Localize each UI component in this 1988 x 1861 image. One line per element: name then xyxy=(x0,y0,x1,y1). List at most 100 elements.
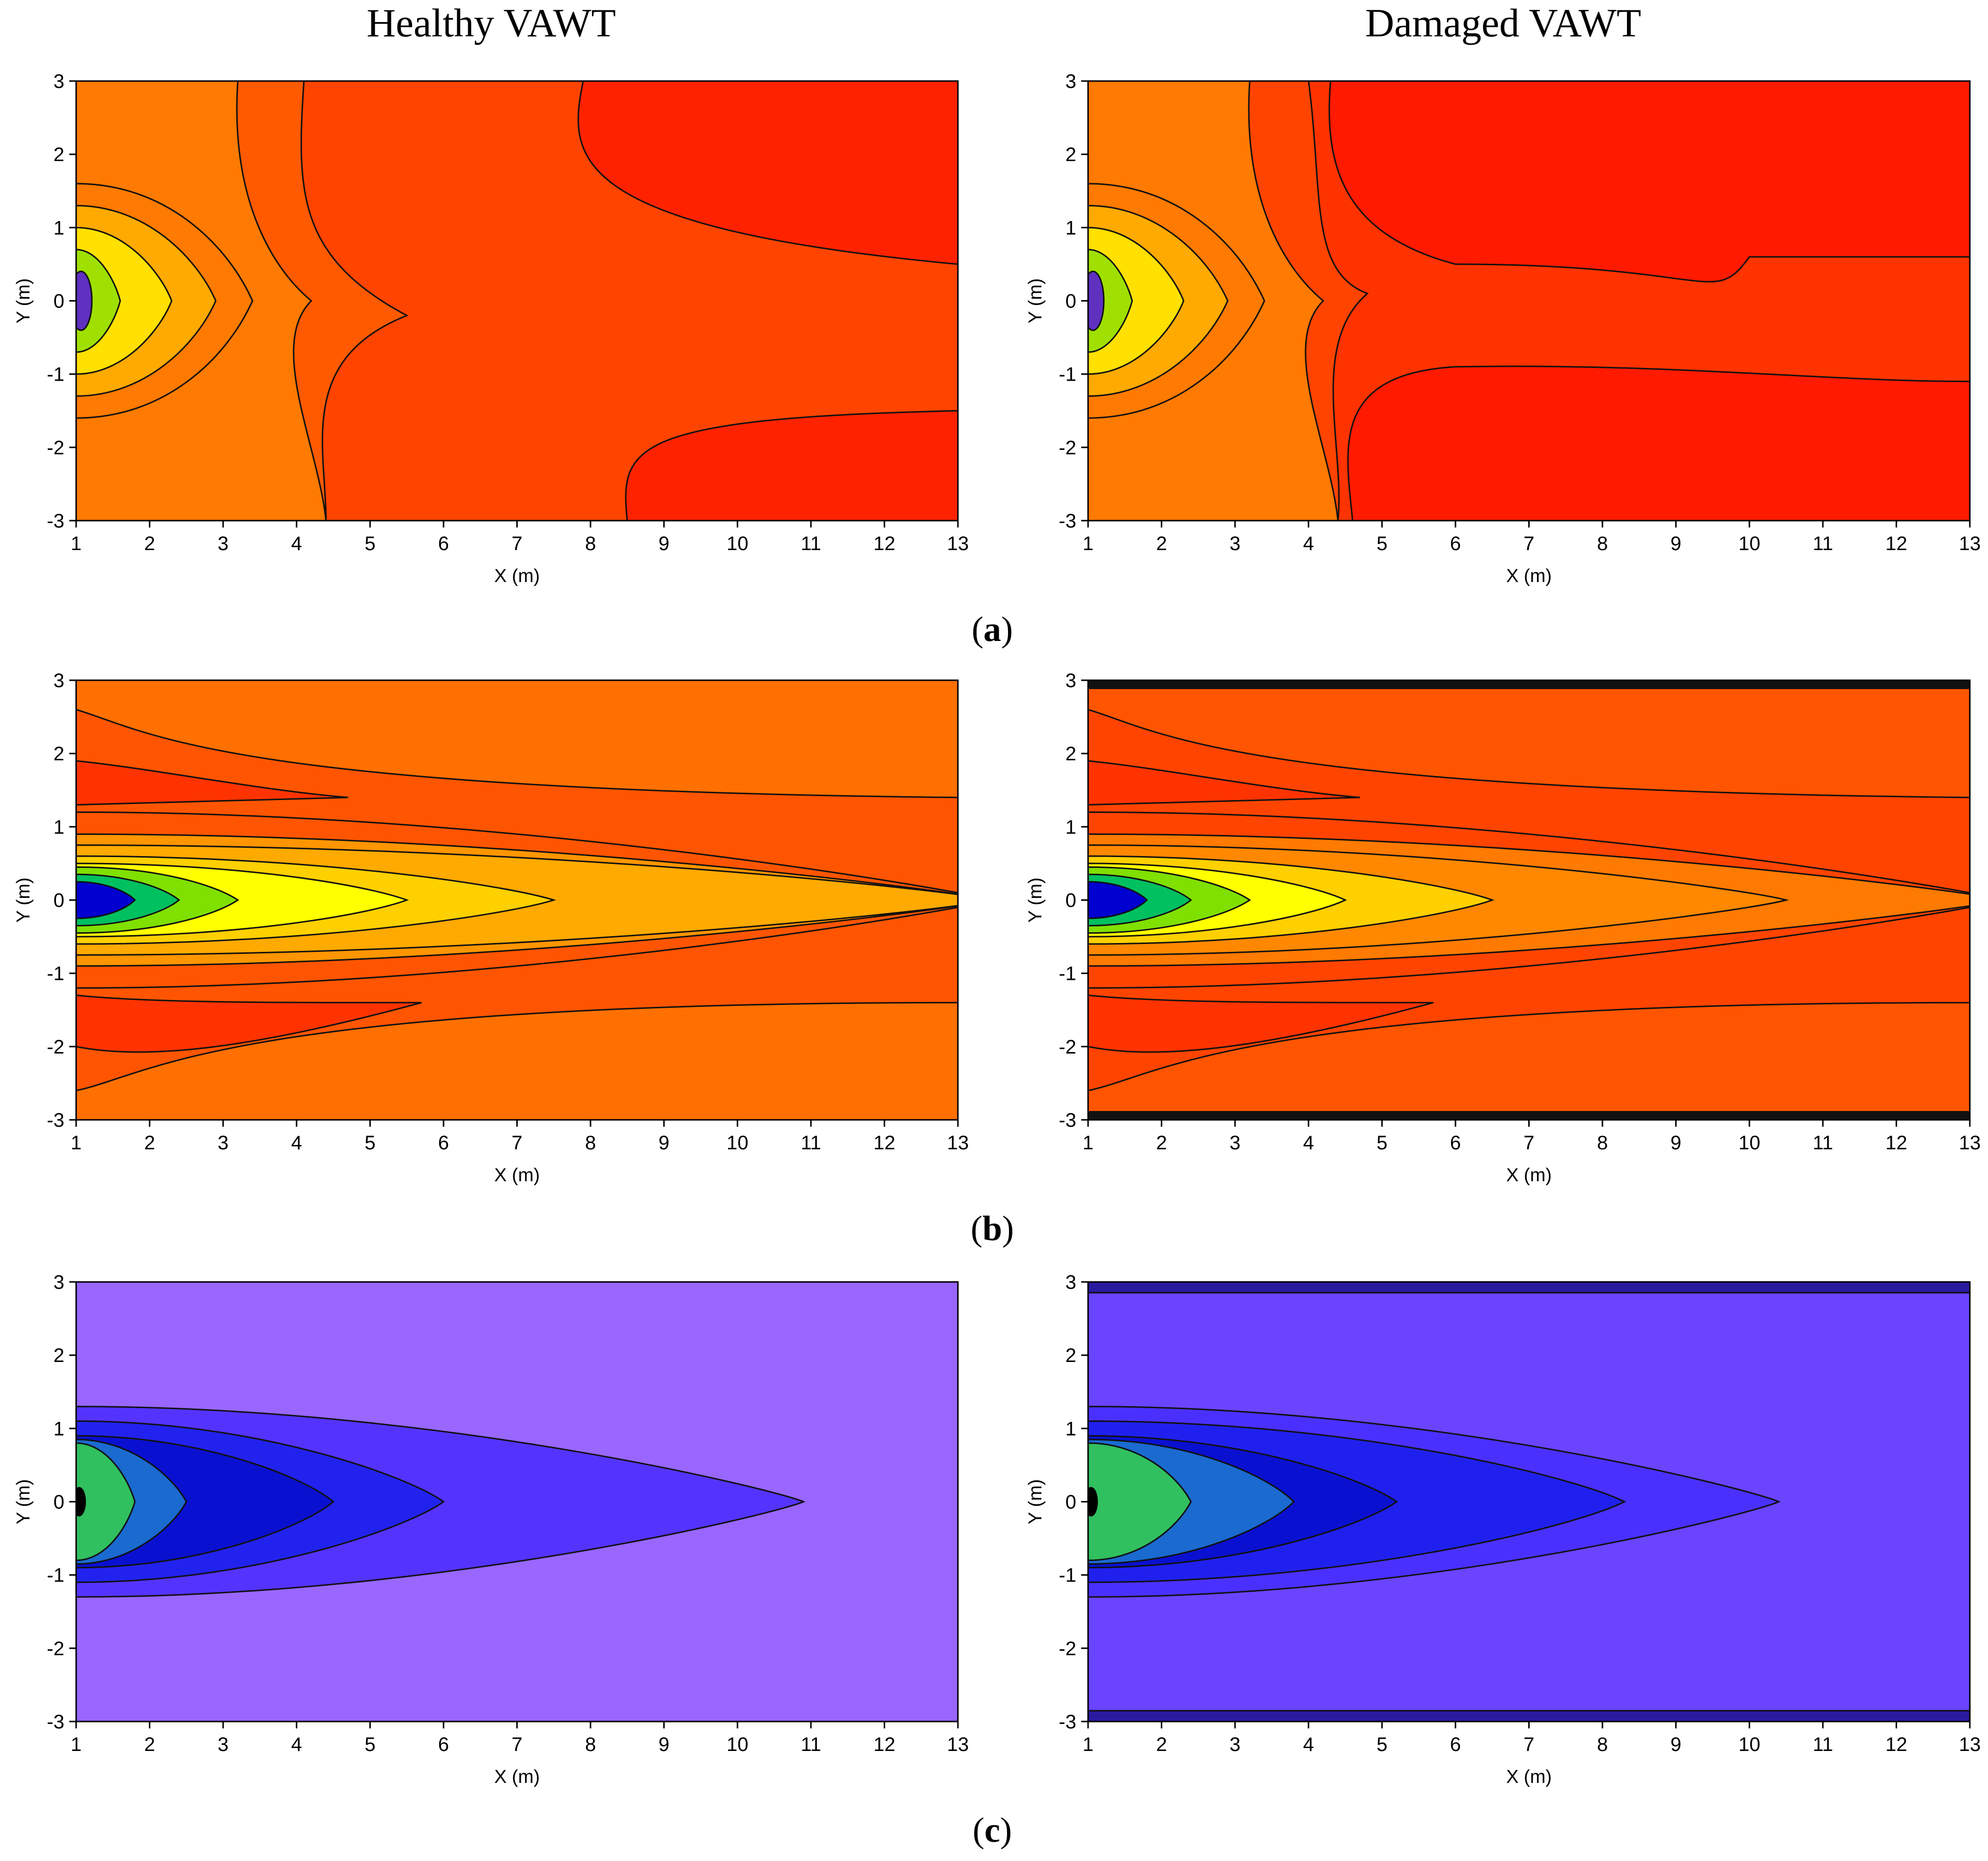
x-tick-label: 8 xyxy=(585,1734,596,1755)
x-tick-label: 1 xyxy=(71,1734,82,1755)
title-healthy: Healthy VAWT xyxy=(366,0,616,45)
x-tick-label: 3 xyxy=(218,533,228,555)
shear-band-bottom xyxy=(76,994,422,1053)
y-tick-label: -3 xyxy=(47,1110,64,1131)
x-tick-label: 12 xyxy=(1885,533,1907,555)
x-tick-label: 12 xyxy=(873,1132,896,1154)
x-tick-label: 8 xyxy=(1597,1734,1608,1755)
x-tick-label: 1 xyxy=(1083,1132,1093,1154)
y-tick-label: 0 xyxy=(54,890,64,912)
x-tick-label: 1 xyxy=(1083,533,1093,555)
y-tick-label: -1 xyxy=(1059,963,1076,985)
wake-blue xyxy=(1088,881,1148,919)
x-tick-label: 6 xyxy=(1450,533,1461,555)
y-tick-label: -2 xyxy=(47,1036,64,1058)
x-tick-label: 3 xyxy=(1230,1132,1240,1154)
x-tick-label: 11 xyxy=(801,1734,821,1755)
y-tick-label: -1 xyxy=(1059,364,1076,386)
x-tick-label: 8 xyxy=(585,533,596,555)
x-tick-label: 13 xyxy=(1959,1734,1981,1755)
x-tick-label: 7 xyxy=(511,533,522,555)
shear-band-top xyxy=(76,760,348,806)
y-tick-label: -1 xyxy=(1059,1565,1076,1586)
x-tick-label: 3 xyxy=(218,1734,228,1755)
contour-band-3-bottom xyxy=(625,410,958,521)
x-tick-label: 4 xyxy=(291,1734,302,1755)
y-tick-label: -2 xyxy=(47,1638,64,1660)
shear-band-bottom xyxy=(1088,994,1434,1053)
y-tick-label: -2 xyxy=(1059,1638,1076,1660)
y-tick-label: 1 xyxy=(1065,217,1076,239)
x-tick-label: 7 xyxy=(1523,1132,1534,1154)
x-tick-label: 13 xyxy=(1959,1132,1981,1154)
rotor-hub xyxy=(1088,1487,1098,1517)
x-tick-label: 10 xyxy=(727,1132,749,1154)
x-tick-label: 5 xyxy=(1376,1734,1387,1755)
wall-boundary-top xyxy=(1088,1282,1970,1294)
rotor-hub xyxy=(76,1487,86,1517)
title-damaged: Damaged VAWT xyxy=(1365,0,1641,45)
y-tick-label: 3 xyxy=(54,1272,64,1293)
y-tick-label: 0 xyxy=(1065,890,1076,912)
x-tick-label: 2 xyxy=(144,1734,155,1755)
x-tick-label: 6 xyxy=(1450,1734,1461,1755)
y-tick-label: -3 xyxy=(1059,1110,1076,1131)
y-axis-label: Y (m) xyxy=(1025,1479,1046,1524)
y-tick-label: 3 xyxy=(54,71,64,92)
rotor-hub xyxy=(1088,271,1105,331)
x-tick-label: 11 xyxy=(1813,1734,1833,1755)
y-tick-label: 3 xyxy=(1065,71,1076,92)
x-tick-label: 1 xyxy=(71,533,82,555)
x-tick-label: 6 xyxy=(438,1132,449,1154)
x-axis-label: X (m) xyxy=(494,566,540,586)
y-axis-label: Y (m) xyxy=(13,1479,34,1524)
x-tick-label: 2 xyxy=(1156,533,1167,555)
x-tick-label: 3 xyxy=(1230,533,1240,555)
wall-boundary-bottom xyxy=(1088,1710,1970,1722)
y-tick-label: -1 xyxy=(47,963,64,985)
y-tick-label: -3 xyxy=(1059,1711,1076,1733)
x-tick-label: 13 xyxy=(947,533,969,555)
x-tick-label: 7 xyxy=(511,1734,522,1755)
x-axis-label: X (m) xyxy=(1506,1165,1552,1186)
y-tick-label: -3 xyxy=(1059,510,1076,532)
y-axis-label: Y (m) xyxy=(1025,877,1046,922)
x-tick-label: 6 xyxy=(438,533,449,555)
y-tick-label: 0 xyxy=(54,1492,64,1513)
x-tick-label: 13 xyxy=(1959,533,1981,555)
x-tick-label: 7 xyxy=(1523,1734,1534,1755)
y-tick-label: 0 xyxy=(1065,291,1076,312)
x-tick-label: 3 xyxy=(218,1132,228,1154)
x-tick-label: 9 xyxy=(659,1132,670,1154)
x-axis-label: X (m) xyxy=(1506,1767,1552,1787)
x-tick-label: 11 xyxy=(801,533,821,555)
shear-band-top xyxy=(1088,760,1360,806)
x-tick-label: 6 xyxy=(1450,1132,1461,1154)
y-axis-label: Y (m) xyxy=(1025,278,1046,323)
x-tick-label: 12 xyxy=(873,533,896,555)
x-axis-label: X (m) xyxy=(1506,566,1552,586)
y-tick-label: 2 xyxy=(1065,144,1076,166)
y-tick-label: -3 xyxy=(47,1711,64,1733)
y-tick-label: 0 xyxy=(1065,1492,1076,1513)
x-tick-label: 9 xyxy=(659,533,670,555)
x-tick-label: 11 xyxy=(1813,533,1833,555)
x-tick-label: 12 xyxy=(1885,1132,1907,1154)
x-axis-label: X (m) xyxy=(494,1165,540,1186)
wall-boundary-top xyxy=(1088,680,1970,689)
y-tick-label: 1 xyxy=(54,1418,64,1440)
y-tick-label: 0 xyxy=(54,291,64,312)
y-tick-label: 3 xyxy=(54,670,64,692)
row-label-c: (c) xyxy=(973,1810,1012,1850)
contour-band-3-bottom xyxy=(1347,365,1970,521)
turbulence-wake-green xyxy=(1088,1442,1192,1561)
y-tick-label: 1 xyxy=(54,816,64,838)
wall-boundary-bottom xyxy=(1088,1111,1970,1120)
y-tick-label: 3 xyxy=(1065,670,1076,692)
x-tick-label: 2 xyxy=(1156,1132,1167,1154)
